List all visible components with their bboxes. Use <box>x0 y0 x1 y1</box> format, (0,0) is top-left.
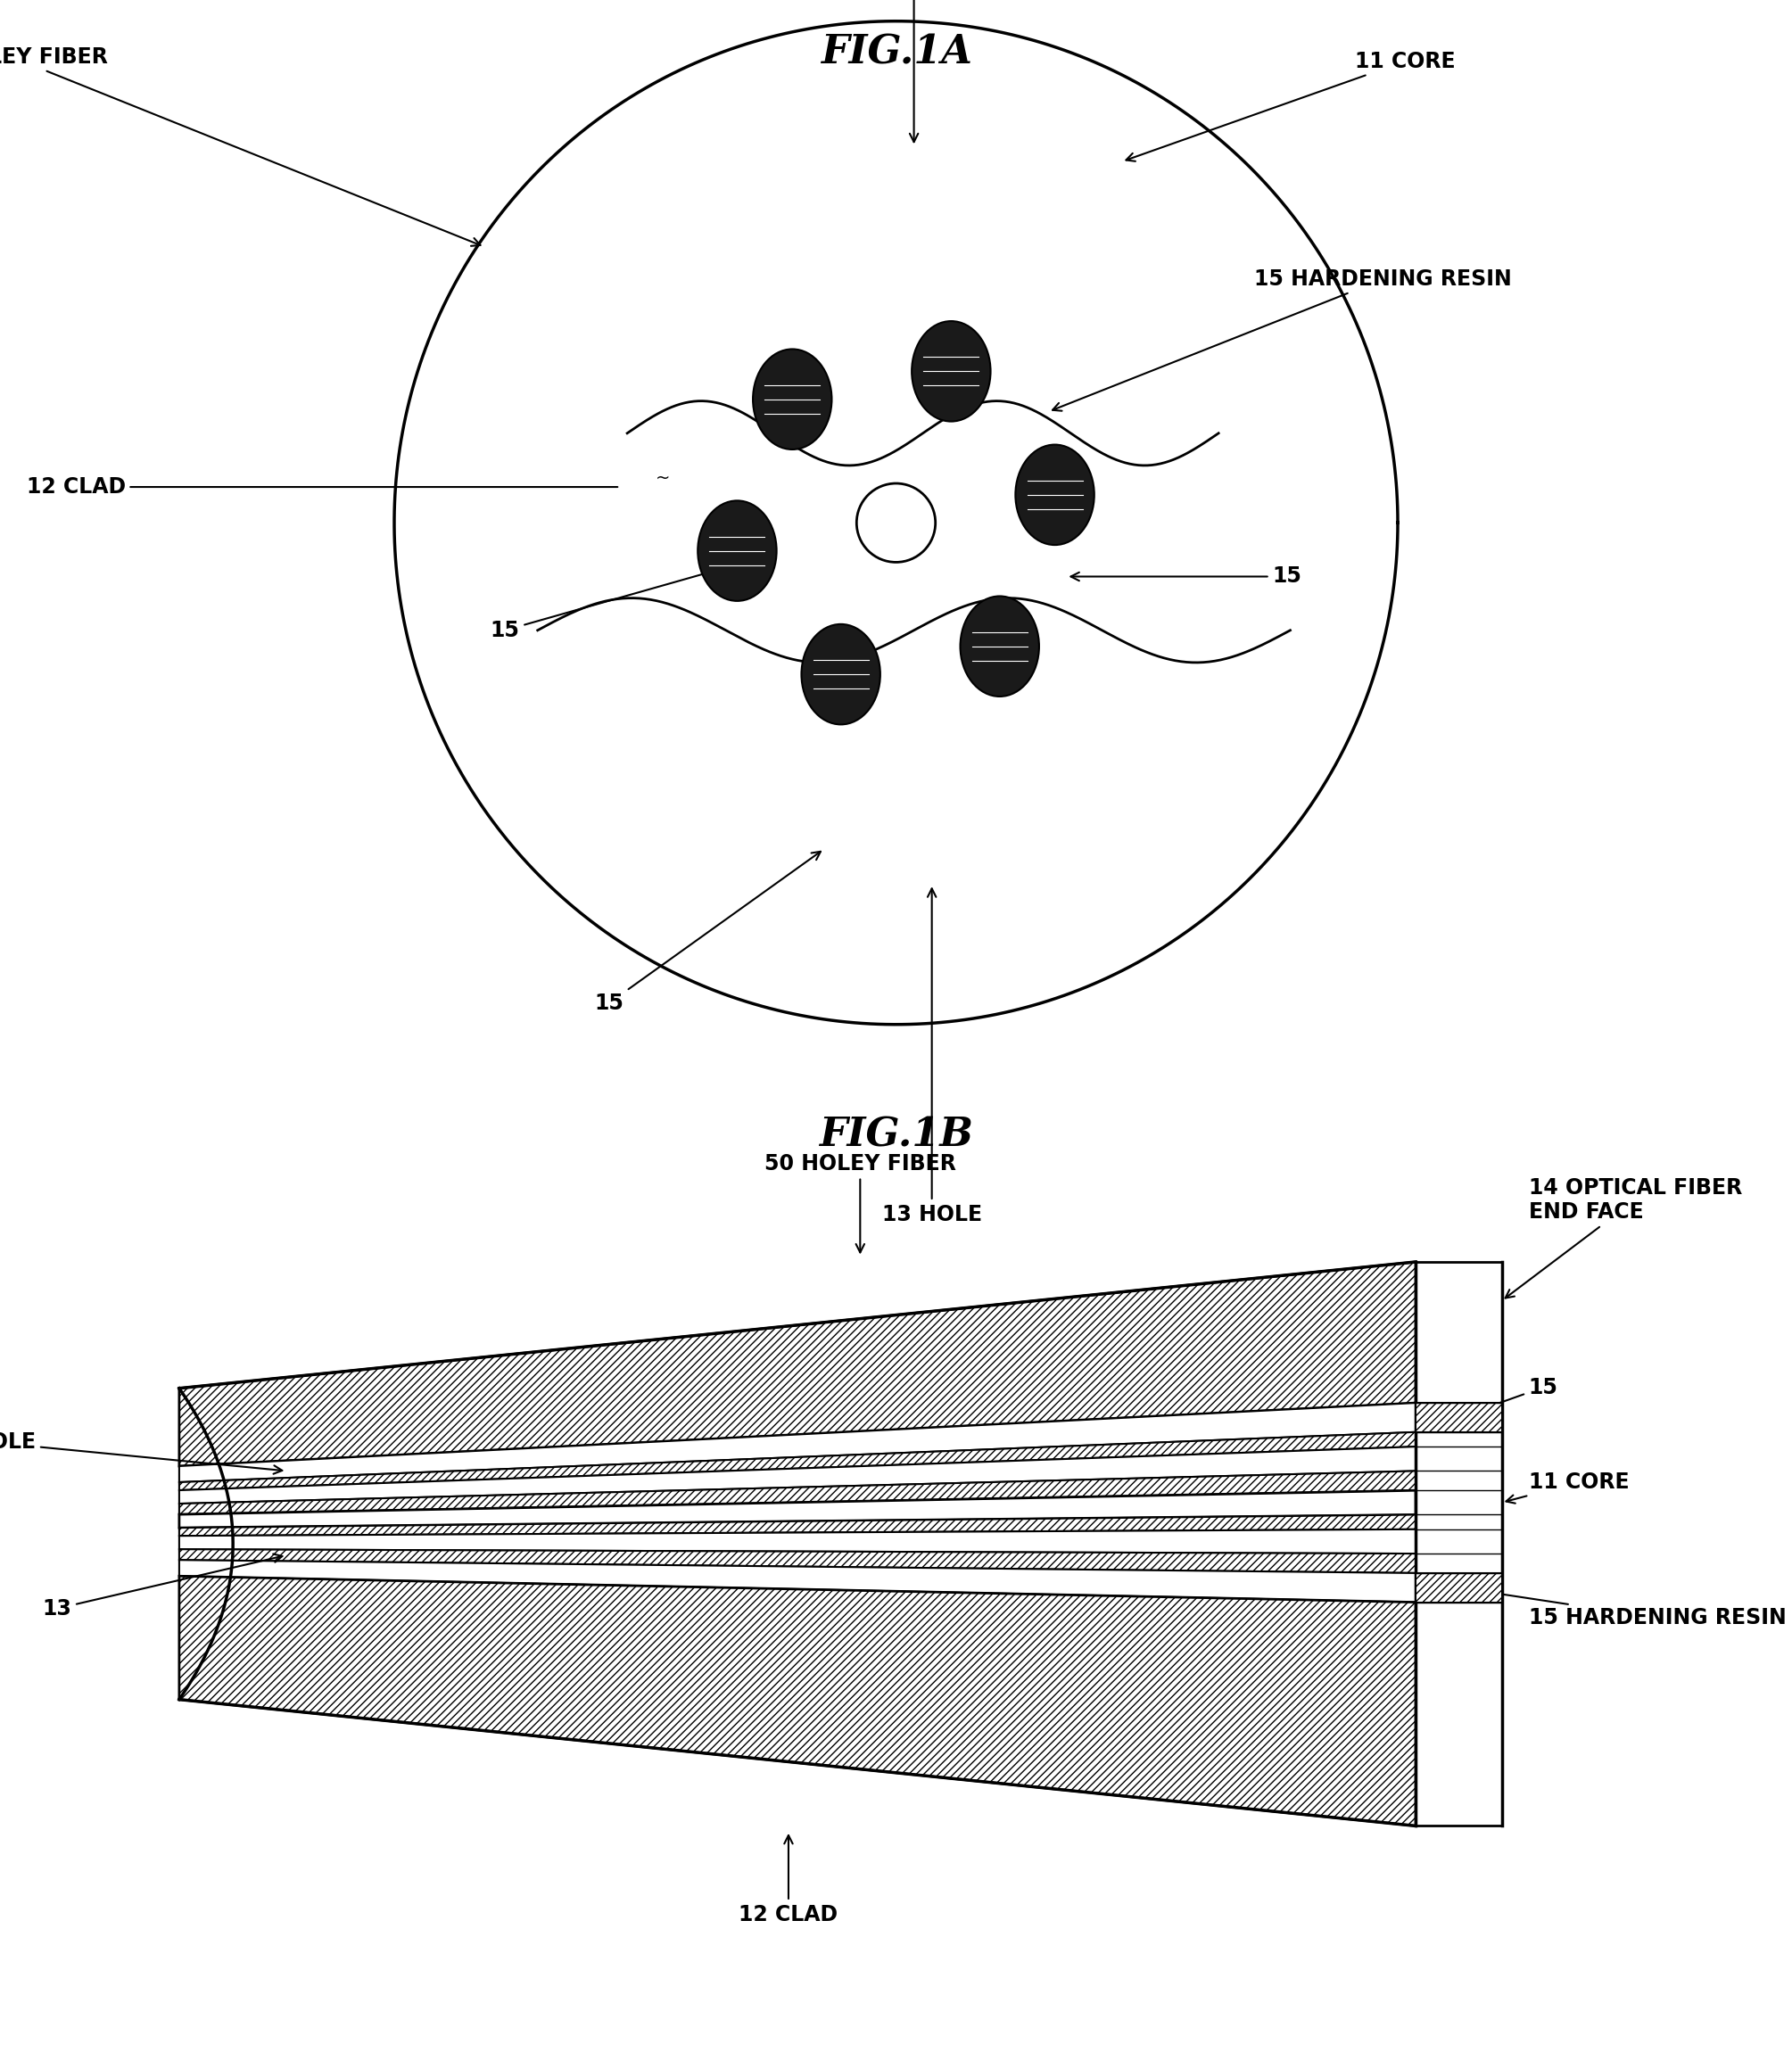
Bar <box>1416 1403 1502 1432</box>
Text: 50 HOLEY FIBER: 50 HOLEY FIBER <box>0 46 480 246</box>
Text: 12 CLAD: 12 CLAD <box>738 1835 839 1924</box>
Ellipse shape <box>912 321 991 422</box>
Ellipse shape <box>697 501 776 600</box>
Polygon shape <box>179 1515 1416 1535</box>
Text: 15 HARDENING RESIN: 15 HARDENING RESIN <box>1464 1585 1787 1628</box>
Text: 13 HOLE: 13 HOLE <box>864 0 964 143</box>
Polygon shape <box>179 1403 1416 1481</box>
Polygon shape <box>179 1262 1416 1467</box>
Ellipse shape <box>1016 445 1095 544</box>
Polygon shape <box>179 1471 1416 1515</box>
Ellipse shape <box>753 350 831 449</box>
Polygon shape <box>179 1446 1416 1504</box>
Polygon shape <box>179 1529 1416 1554</box>
Text: 15: 15 <box>595 852 821 1014</box>
Text: 50 HOLEY FIBER: 50 HOLEY FIBER <box>765 1152 955 1252</box>
Text: ~: ~ <box>656 470 670 486</box>
Circle shape <box>857 484 935 563</box>
Text: 15 HARDENING RESIN: 15 HARDENING RESIN <box>1052 269 1512 412</box>
Ellipse shape <box>961 596 1039 697</box>
Text: FIG.1B: FIG.1B <box>819 1115 973 1155</box>
Polygon shape <box>179 1560 1416 1601</box>
Polygon shape <box>179 1550 1416 1572</box>
Text: 15: 15 <box>491 567 722 641</box>
Polygon shape <box>179 1432 1416 1490</box>
Text: 13: 13 <box>43 1554 283 1620</box>
Polygon shape <box>179 1577 1416 1827</box>
Text: 14 OPTICAL FIBER
END FACE: 14 OPTICAL FIBER END FACE <box>1505 1177 1742 1297</box>
Text: 13 HOLE: 13 HOLE <box>882 888 982 1225</box>
Text: 15: 15 <box>1462 1376 1557 1417</box>
Text: FIG.1A: FIG.1A <box>821 33 971 72</box>
Bar <box>1416 1572 1502 1601</box>
Text: 11 CORE: 11 CORE <box>1125 50 1455 161</box>
Text: 12 CLAD: 12 CLAD <box>27 476 618 499</box>
Polygon shape <box>179 1490 1416 1527</box>
Text: 11 CORE: 11 CORE <box>1505 1471 1629 1504</box>
Text: 15: 15 <box>1072 565 1301 588</box>
Ellipse shape <box>801 625 880 724</box>
Text: 13 HOLE: 13 HOLE <box>0 1432 281 1473</box>
